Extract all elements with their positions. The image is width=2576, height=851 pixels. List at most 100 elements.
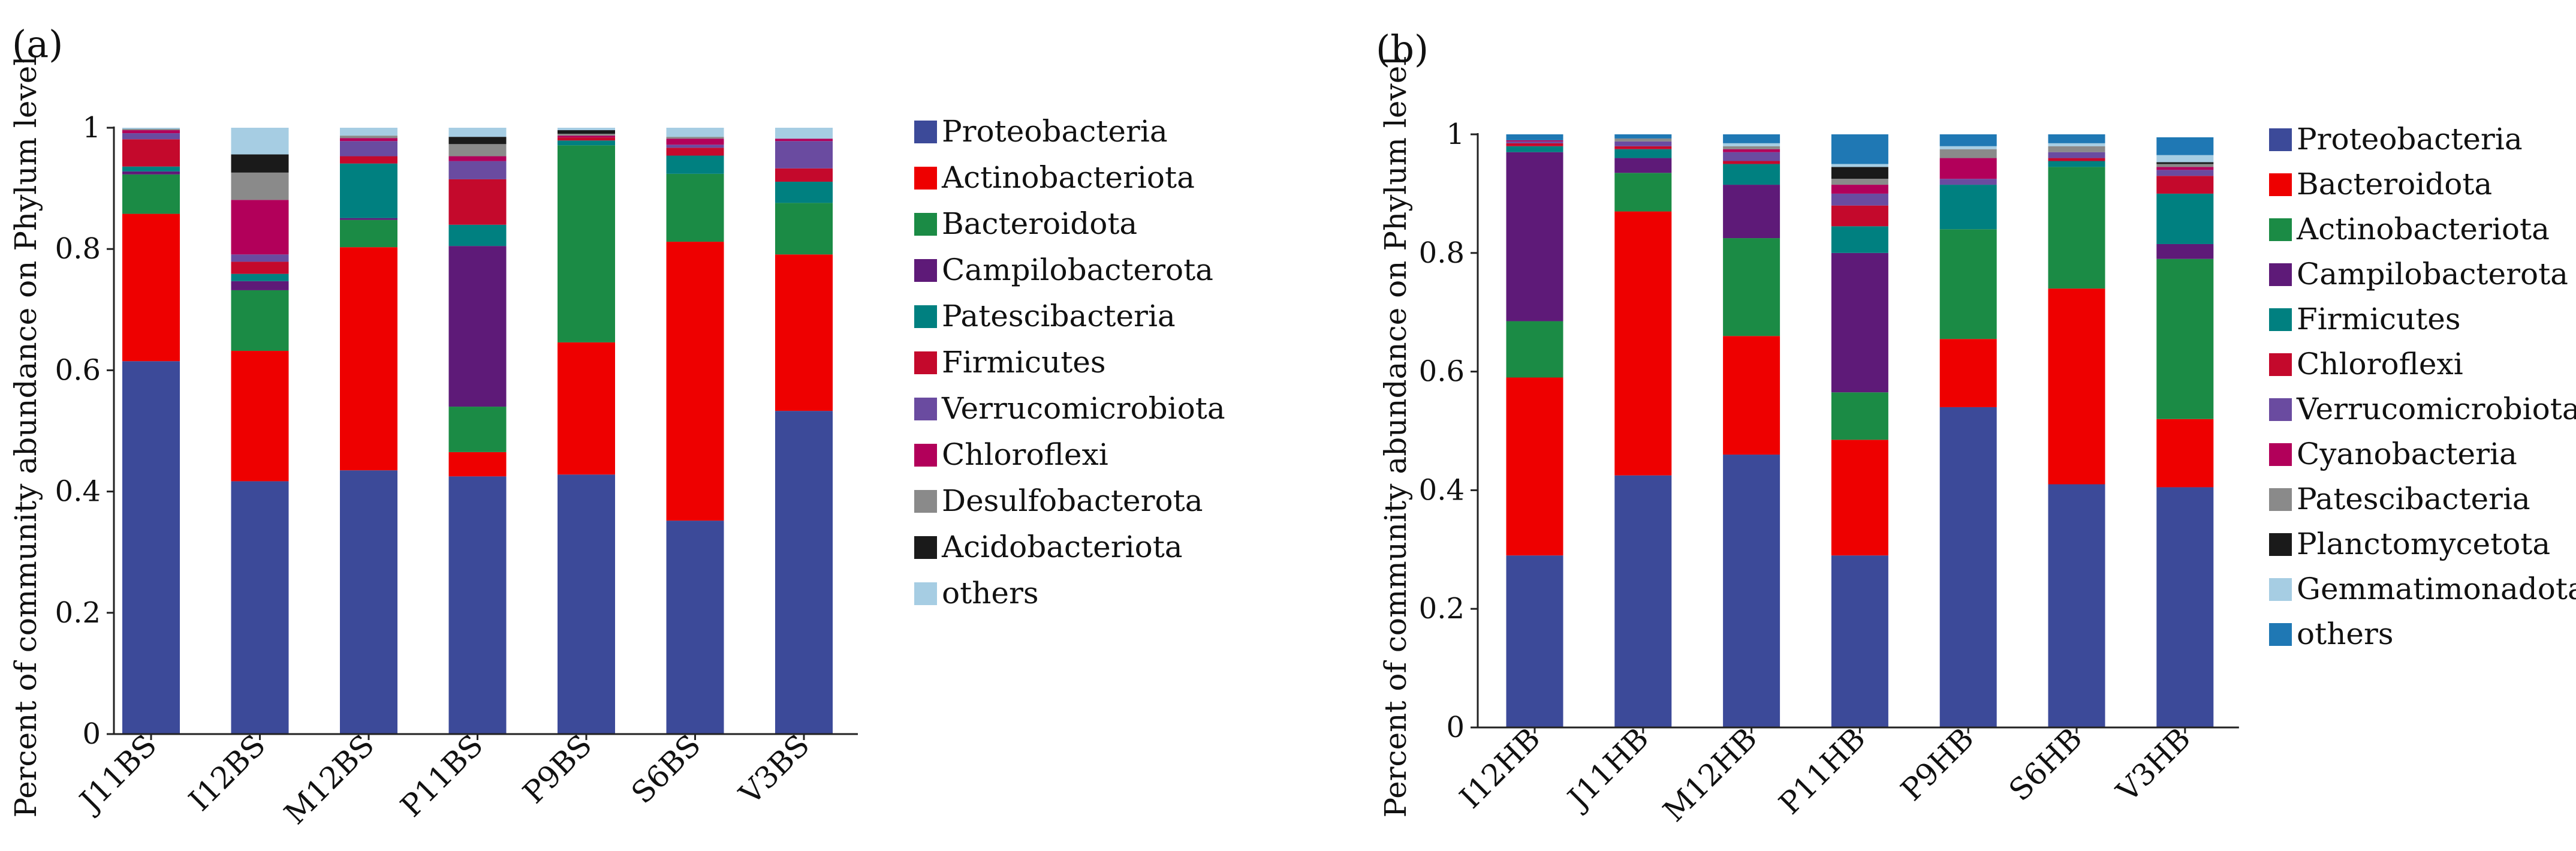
legend-label: Campilobacterota (2297, 257, 2568, 291)
legend-swatch (2269, 578, 2292, 601)
bar-segment (1506, 146, 1563, 152)
x-category-label: P11BS (394, 727, 490, 823)
bar-segment (1723, 134, 1780, 143)
bar-segment (122, 213, 180, 362)
legend-label: Chloroflexi (2297, 347, 2463, 381)
bar-segment (1506, 321, 1563, 378)
bar-segment (1723, 336, 1780, 455)
legend-swatch (2269, 308, 2292, 331)
bar-segment (1939, 179, 1997, 185)
y-axis-title: Percent of community abundance on Phylum… (1378, 56, 1413, 818)
bar-segment (1939, 158, 1997, 179)
x-category-label: M12HB (1656, 721, 1764, 828)
bar-segment (1506, 377, 1563, 556)
bar-segment (231, 481, 289, 734)
bar-segment (1831, 167, 1888, 179)
y-tick-label: 0 (82, 717, 101, 751)
legend-swatch (2269, 398, 2292, 421)
bar-segment (231, 290, 289, 351)
bar-segment (1939, 134, 1997, 146)
bar-segment (666, 139, 724, 145)
bar-segment (2156, 137, 2214, 155)
legend-swatch (2269, 263, 2292, 286)
bar-segment (231, 273, 289, 281)
bar-segment (2048, 143, 2105, 146)
bar-segment (2156, 258, 2214, 419)
panel-label: (a) (12, 22, 63, 66)
legend-swatch (914, 490, 937, 513)
bar-segment (448, 137, 507, 145)
bar-segment (666, 155, 724, 174)
bar-segment (775, 254, 833, 411)
legend-swatch (914, 305, 937, 328)
bar-segment (231, 154, 289, 173)
bar-segment (775, 181, 833, 203)
bar-segment (558, 140, 615, 146)
bar-segment (775, 128, 833, 139)
bar-segment (2156, 193, 2214, 244)
bar-segment (2048, 146, 2105, 152)
bar-segment (2048, 158, 2105, 161)
panel-label: (b) (1376, 27, 1429, 71)
bar-segment (448, 156, 507, 161)
bar-segment (775, 141, 833, 169)
legend-label: Cyanobacteria (2297, 437, 2517, 471)
bar-segment (2156, 243, 2214, 259)
bar-segment (1831, 555, 1888, 727)
bar-segment (340, 138, 397, 142)
y-tick-label: 0.8 (55, 232, 101, 266)
bar-segment (1831, 164, 1888, 167)
x-category-label: I12HB (1453, 721, 1547, 815)
bar-segment (122, 139, 180, 167)
bar-segment (340, 156, 397, 164)
bar-segment (448, 128, 507, 137)
bar-segment (2048, 167, 2105, 289)
legend-label: Firmicutes (942, 345, 1106, 380)
bar-segment (1506, 152, 1563, 321)
legend-label: Gemmatimonadota (2297, 572, 2576, 606)
legend-label: Verrucomicrobiota (941, 391, 1225, 426)
y-tick-label: 0.6 (1419, 355, 1465, 389)
bar-segment (1506, 143, 1563, 146)
bar-segment (666, 145, 724, 148)
legend-label: Bacteroidota (2297, 167, 2492, 202)
x-category-label: J11HB (1559, 721, 1656, 817)
bar-segment (2156, 176, 2214, 194)
bar-segment (558, 136, 615, 138)
bar-segment (448, 144, 507, 157)
bar-segment (231, 351, 289, 482)
bar-segment (1831, 440, 1888, 556)
y-tick-label: 0.6 (55, 353, 101, 387)
legend-label: Chloroflexi (942, 437, 1108, 472)
bar-segment (1614, 211, 1672, 476)
legend-label: Patescibacteria (2297, 482, 2530, 516)
legend-label: Campilobacterota (942, 252, 1213, 287)
bar-segment (2156, 419, 2214, 488)
x-category-label: S6BS (625, 727, 707, 810)
y-tick-label: 0 (1446, 711, 1465, 744)
x-category-label: P11HB (1772, 721, 1872, 821)
bar-segment (666, 137, 724, 139)
legend-swatch (2269, 128, 2292, 151)
x-category-label: S6HB (2002, 721, 2089, 808)
bar-segment (448, 452, 507, 477)
legend-swatch (914, 398, 937, 420)
bar-segment (340, 218, 397, 220)
bar-segment (1723, 161, 1780, 164)
bar-segment (666, 148, 724, 156)
legend-swatch (914, 121, 937, 143)
legend-swatch (914, 213, 937, 236)
bar-segment (122, 174, 180, 214)
bar-segment (1506, 141, 1563, 143)
bar-segment (231, 261, 289, 274)
bar-segment (340, 470, 397, 734)
y-tick-label: 0.4 (1419, 473, 1465, 507)
bar-segment (1614, 138, 1672, 142)
bar-segment (1614, 173, 1672, 212)
bar-segment (2156, 487, 2214, 727)
bar-segment (666, 242, 724, 521)
y-tick-label: 0.2 (55, 596, 101, 630)
bar-segment (1939, 407, 1997, 727)
x-category-label: V3BS (733, 727, 817, 811)
bar-segment (1723, 164, 1780, 185)
